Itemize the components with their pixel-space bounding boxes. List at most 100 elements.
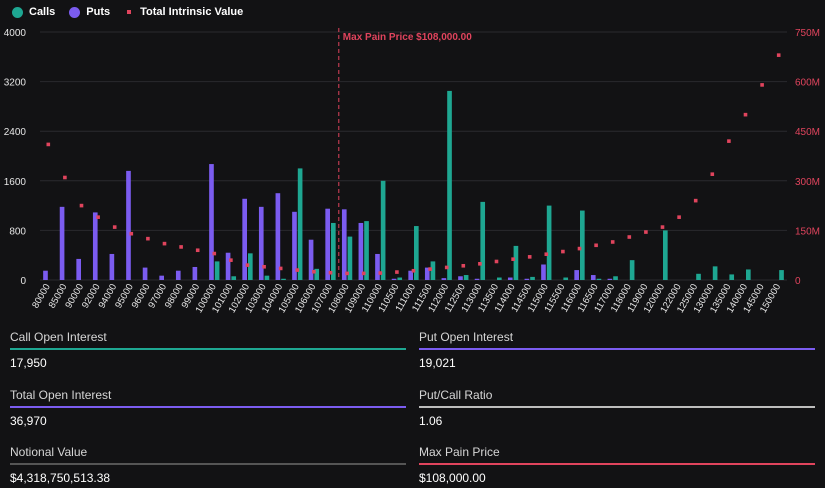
intrinsic-point <box>345 271 349 276</box>
put-bar <box>341 209 347 280</box>
call-bar <box>447 90 452 281</box>
intrinsic-point <box>760 83 764 87</box>
stat-total-open-interest: Total Open Interest 36,970 <box>10 388 406 428</box>
call-bar <box>580 210 585 280</box>
y-left-tick-label: 800 <box>9 226 26 237</box>
legend-intrinsic-label: Total Intrinsic Value <box>140 6 244 18</box>
intrinsic-point <box>146 236 150 241</box>
call-bar <box>663 230 668 280</box>
intrinsic-point <box>677 215 681 219</box>
intrinsic-point <box>693 198 698 203</box>
intrinsic-point <box>561 249 565 254</box>
call-bar <box>297 168 303 280</box>
put-bar <box>574 270 579 280</box>
call-bar <box>214 261 220 280</box>
put-bar <box>607 278 613 280</box>
put-bar <box>375 253 380 280</box>
put-bar <box>524 278 530 280</box>
intrinsic-point <box>478 261 482 266</box>
stat-call-open-interest: Call Open Interest 17,950 <box>10 330 406 370</box>
intrinsic-point <box>129 231 134 236</box>
call-bar <box>414 226 419 280</box>
stat-label: Max Pain Price <box>419 445 500 459</box>
stat-value: 17,950 <box>10 356 47 370</box>
intrinsic-point <box>96 215 100 219</box>
stat-max-pain-price: Max Pain Price $108,000.00 <box>419 445 815 485</box>
y-right-tick-label: 750M <box>795 28 820 39</box>
put-bar <box>192 266 198 280</box>
call-bar <box>746 269 751 280</box>
stat-label: Put Open Interest <box>419 330 514 344</box>
intrinsic-point <box>444 265 449 270</box>
stat-rule <box>10 348 406 350</box>
intrinsic-point <box>195 248 200 253</box>
put-bar <box>507 277 513 280</box>
legend-intrinsic[interactable]: Total Intrinsic Value <box>124 6 243 18</box>
intrinsic-point <box>511 257 515 261</box>
y-right-tick-label: 600M <box>795 78 820 89</box>
call-bar <box>264 275 270 280</box>
intrinsic-point <box>627 235 632 239</box>
call-bar <box>563 277 569 280</box>
intrinsic-swatch-icon <box>127 10 132 14</box>
put-bar <box>242 198 247 280</box>
put-bar <box>159 275 164 280</box>
call-bar <box>331 222 336 280</box>
call-bar <box>314 268 320 280</box>
intrinsic-point <box>262 264 266 269</box>
intrinsic-point <box>278 266 283 271</box>
stat-put-call-ratio: Put/Call Ratio 1.06 <box>419 388 815 428</box>
puts-swatch-icon <box>69 6 81 18</box>
put-bar <box>474 278 480 280</box>
put-bar <box>391 278 397 280</box>
call-bar <box>480 201 486 280</box>
call-bar <box>347 236 353 280</box>
stat-notional-value: Notional Value $4,318,750,513.38 <box>10 445 406 485</box>
stat-rule <box>419 406 815 408</box>
call-bar <box>231 276 237 280</box>
call-bar <box>629 260 635 280</box>
intrinsic-point <box>428 267 432 271</box>
call-bar <box>364 221 369 280</box>
put-bar <box>175 270 181 280</box>
call-bar <box>613 276 618 280</box>
intrinsic-point <box>312 269 316 274</box>
put-bar <box>358 222 364 280</box>
intrinsic-point <box>710 172 715 176</box>
put-bar <box>308 239 314 280</box>
intrinsic-point <box>494 259 499 264</box>
stat-rule <box>419 463 815 465</box>
call-bar <box>281 278 286 280</box>
y-left-tick-label: 2400 <box>4 127 27 138</box>
y-right-tick-label: 150M <box>795 226 820 237</box>
call-bar <box>463 275 469 280</box>
call-bar <box>397 277 403 280</box>
stat-value: $4,318,750,513.38 <box>10 471 111 485</box>
call-bar <box>513 245 519 280</box>
max-pain-label: Max Pain Price $108,000.00 <box>343 32 472 43</box>
call-bar <box>696 273 701 280</box>
call-bar <box>779 270 784 280</box>
put-bar <box>126 170 131 280</box>
intrinsic-point <box>461 263 466 268</box>
legend-puts-label: Puts <box>86 6 111 18</box>
intrinsic-point <box>79 203 84 208</box>
y-left-tick-label: 0 <box>20 276 26 287</box>
put-bar <box>142 267 148 280</box>
intrinsic-point <box>46 142 51 147</box>
stat-value: 1.06 <box>419 414 443 428</box>
stat-put-open-interest: Put Open Interest 19,021 <box>419 330 815 370</box>
intrinsic-point <box>245 263 250 267</box>
intrinsic-point <box>776 53 781 57</box>
legend-puts[interactable]: Puts <box>69 6 110 18</box>
stat-value: 19,021 <box>419 356 456 370</box>
call-bar <box>712 266 718 280</box>
call-bar <box>248 253 253 280</box>
put-bar <box>458 276 463 280</box>
intrinsic-point <box>577 246 582 251</box>
put-bar <box>424 267 430 280</box>
legend-calls[interactable]: Calls <box>12 6 55 18</box>
intrinsic-point <box>212 251 217 256</box>
put-bar <box>92 212 98 280</box>
intrinsic-point <box>179 245 183 249</box>
